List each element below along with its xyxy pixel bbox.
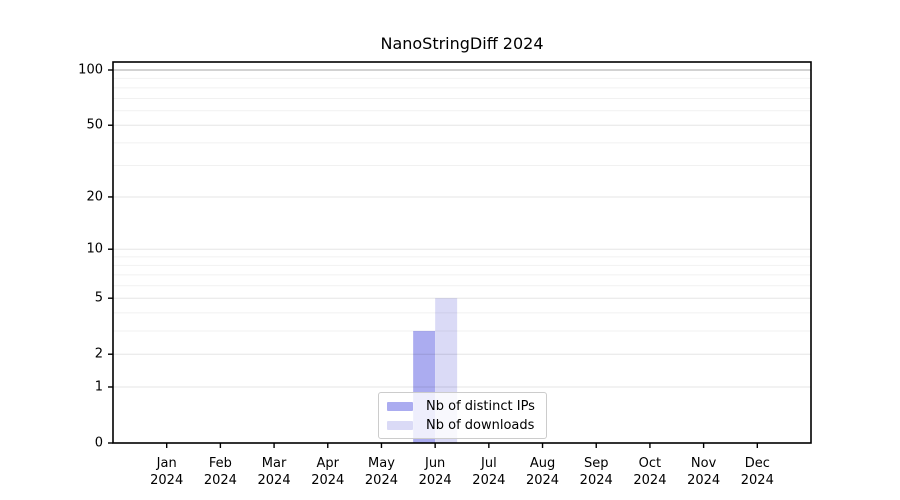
x-tick-label-month: Jan [156, 456, 177, 471]
x-tick-label-year: 2024 [311, 473, 344, 488]
x-tick-label-month: Apr [317, 456, 340, 471]
legend-label-downloads: Nb of downloads [426, 417, 535, 433]
x-tick-label-year: 2024 [472, 473, 505, 488]
x-tick-label-month: Feb [209, 456, 232, 471]
legend-swatch-distinct-ips [387, 401, 413, 411]
legend-swatch-downloads [387, 420, 413, 430]
x-tick-label-year: 2024 [687, 473, 720, 488]
y-tick-label: 1 [95, 379, 103, 394]
chart-title: NanoStringDiff 2024 [380, 34, 544, 53]
x-tick-label-month: Sep [584, 456, 609, 471]
y-tick-label: 20 [86, 189, 103, 204]
x-tick-label-month: May [368, 456, 395, 471]
x-tick-label-year: 2024 [633, 473, 666, 488]
legend-item-downloads: Nb of downloads [387, 417, 535, 433]
x-tick-label-month: Dec [745, 456, 770, 471]
y-tick-label: 50 [86, 118, 103, 133]
x-tick-label-month: Oct [639, 456, 661, 471]
legend-label-distinct-ips: Nb of distinct IPs [426, 398, 535, 414]
x-tick-label-year: 2024 [365, 473, 398, 488]
x-tick-label-month: Aug [530, 456, 555, 471]
x-tick-label-year: 2024 [204, 473, 237, 488]
y-tick-label: 5 [95, 291, 103, 306]
x-tick-label-year: 2024 [150, 473, 183, 488]
y-tick-label: 2 [95, 347, 103, 362]
legend-item-distinct-ips: Nb of distinct IPs [387, 398, 535, 414]
y-tick-label: 0 [95, 436, 103, 451]
x-tick-label-month: Nov [691, 456, 717, 471]
x-tick-label-month: Mar [262, 456, 287, 471]
x-tick-label-year: 2024 [741, 473, 774, 488]
x-tick-label-year: 2024 [419, 473, 452, 488]
legend: Nb of distinct IPs Nb of downloads [378, 392, 547, 439]
x-tick-label-month: Jun [424, 456, 445, 471]
y-tick-label: 10 [86, 242, 103, 257]
x-tick-label-month: Jul [480, 456, 497, 471]
x-tick-label-year: 2024 [526, 473, 559, 488]
plot-frame [112, 61, 812, 444]
y-tick-label: 100 [78, 63, 103, 78]
x-tick-label-year: 2024 [580, 473, 613, 488]
x-tick-label-year: 2024 [258, 473, 291, 488]
